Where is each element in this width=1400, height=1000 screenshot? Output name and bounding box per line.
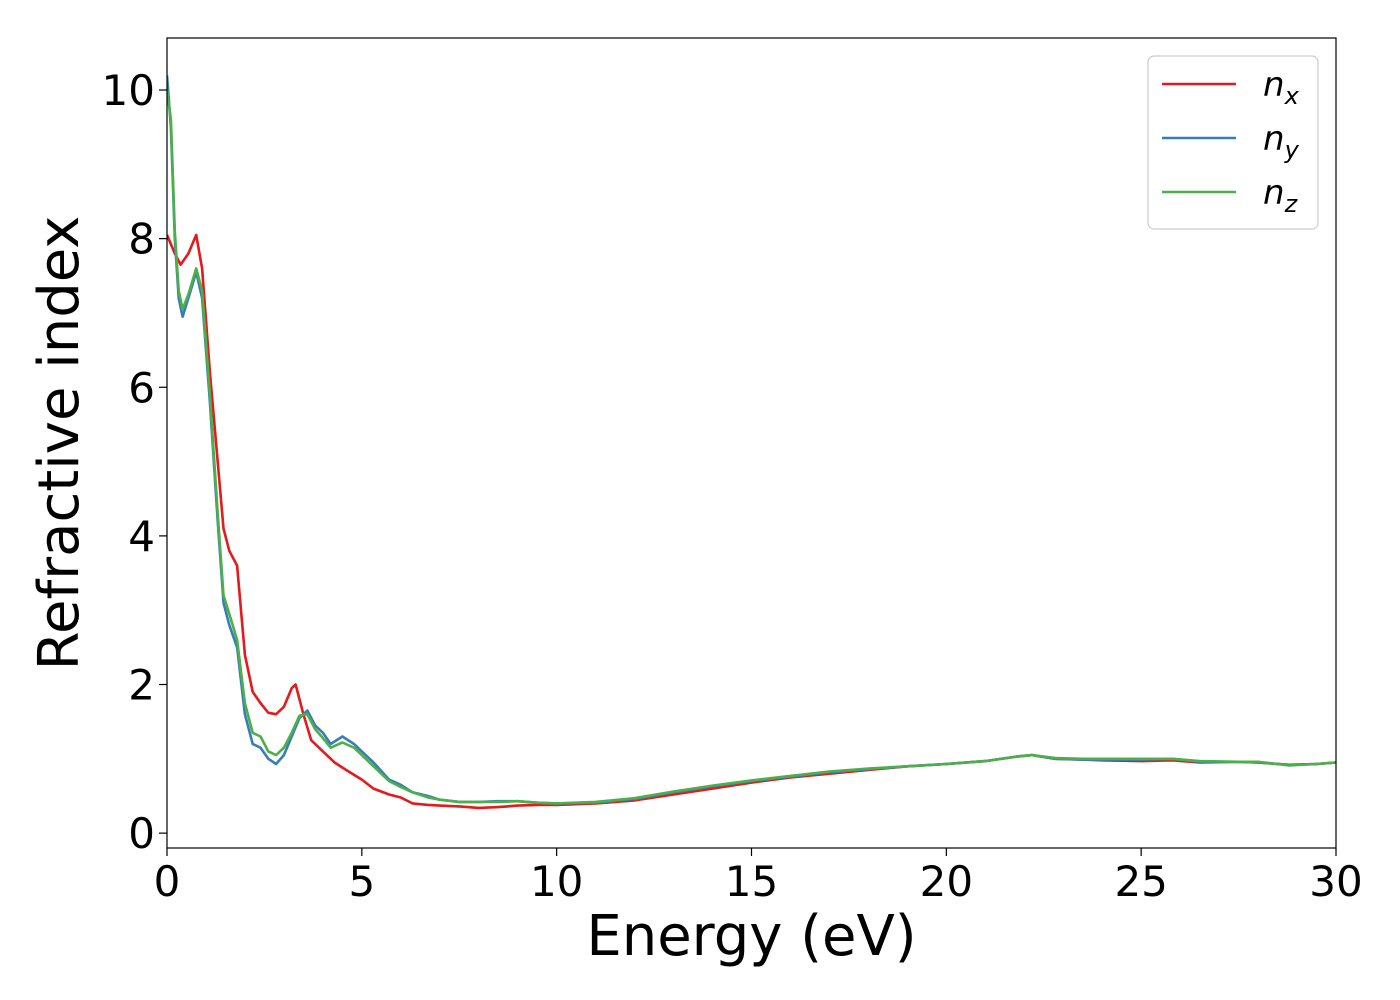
legend-label-nz: nz [1263, 173, 1299, 218]
legend-label-ny: ny [1263, 119, 1300, 164]
y-axis-label: Refractive index [27, 216, 92, 671]
x-tick-label: 10 [530, 857, 583, 906]
x-axis-label: Energy (eV) [586, 904, 916, 969]
x-tick-label: 25 [1114, 857, 1167, 906]
x-tick-label: 30 [1309, 857, 1362, 906]
x-tick-label: 0 [154, 857, 181, 906]
y-tick-label: 4 [128, 512, 155, 561]
legend-box [1147, 55, 1319, 230]
y-axis-ticks: 0 2 4 6 8 10 [102, 66, 167, 858]
x-axis-ticks: 0 5 10 15 20 25 30 [154, 848, 1363, 906]
y-tick-label: 6 [128, 363, 155, 412]
y-tick-label: 10 [102, 66, 155, 115]
x-tick-label: 15 [725, 857, 778, 906]
y-tick-label: 0 [128, 809, 155, 858]
legend-label-nx: nx [1263, 65, 1300, 110]
x-tick-label: 20 [920, 857, 973, 906]
y-tick-label: 2 [128, 661, 155, 710]
series-line-nx [167, 233, 1336, 810]
y-tick-label: 8 [128, 215, 155, 264]
legend: nx ny nz [1147, 55, 1319, 230]
series-line-nz [167, 89, 1336, 805]
x-tick-label: 5 [348, 857, 375, 906]
